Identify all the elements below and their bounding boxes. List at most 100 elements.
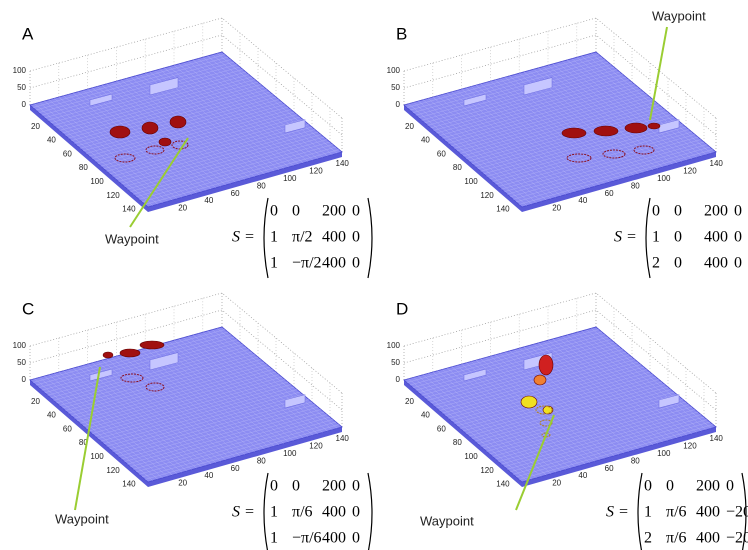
- y-tick-label: 100: [464, 452, 478, 461]
- x-tick-label: 40: [204, 471, 213, 480]
- surface-mesh: [124, 406, 319, 462]
- surface-mesh: [486, 396, 681, 452]
- surface-mesh: [144, 149, 340, 205]
- y-tick-label: 60: [63, 424, 72, 433]
- x-tick-label: 120: [683, 167, 697, 176]
- z-tick-label: 0: [22, 100, 27, 109]
- surface-mesh: [547, 340, 668, 441]
- surface-mesh: [115, 399, 310, 455]
- surface-mesh: [486, 121, 681, 177]
- surface-mesh: [109, 394, 304, 450]
- x-tick-label: 60: [231, 464, 240, 473]
- x-tick-label: 60: [231, 189, 240, 198]
- x-tick-label: 120: [309, 442, 323, 451]
- x-tick-label: 20: [552, 479, 561, 488]
- x-tick-label: 80: [631, 456, 640, 465]
- matrix-entry: 0: [352, 478, 360, 495]
- vehicle-blob: [593, 125, 619, 137]
- waypoint-label: Waypoint: [55, 511, 109, 526]
- matrix-entry: 1: [270, 530, 278, 547]
- matrix-entry: 0: [292, 478, 300, 495]
- surface-mesh: [103, 114, 298, 169]
- surface-mesh: [159, 69, 280, 171]
- surface-mesh: [483, 394, 678, 450]
- vehicle-blob: [561, 127, 587, 139]
- matrix-entry: 1: [644, 504, 652, 521]
- surface-mesh: [471, 384, 666, 439]
- y-tick-label: 60: [437, 149, 446, 158]
- matrix-symbol: S =: [232, 229, 255, 246]
- surface-mesh: [581, 55, 702, 157]
- matrix-entry: 200: [696, 478, 720, 495]
- surface-mesh: [468, 381, 663, 437]
- surface-mesh: [130, 136, 325, 192]
- surface-mesh: [173, 340, 294, 441]
- surface-mesh: [193, 334, 314, 436]
- x-tick-label: 40: [578, 196, 587, 205]
- vehicle-blob: [520, 395, 538, 409]
- x-tick-label: 140: [710, 434, 724, 443]
- vehicle-ring: [145, 145, 165, 155]
- surface-mesh: [504, 136, 699, 192]
- x-tick-label: 60: [605, 464, 614, 473]
- surface-mesh: [492, 401, 687, 457]
- vehicle-ring: [120, 373, 144, 383]
- obstacle: [149, 352, 179, 371]
- y-tick-label: 40: [47, 411, 56, 420]
- surface-mesh: [507, 139, 702, 195]
- surface-mesh: [581, 330, 702, 432]
- z-tick-label: 0: [396, 100, 401, 109]
- y-tick-label: 40: [47, 136, 56, 145]
- surface-mesh: [136, 141, 331, 197]
- vehicle-blob: [119, 348, 141, 358]
- matrix-symbol: S =: [614, 229, 637, 246]
- surface-mesh: [495, 129, 690, 185]
- surface-mesh: [533, 344, 654, 446]
- surface-mesh: [106, 116, 301, 172]
- y-tick-label: 140: [496, 205, 510, 214]
- surface-mesh: [516, 421, 711, 478]
- surface-mesh: [207, 55, 328, 157]
- surface-mesh: [97, 384, 292, 439]
- x-tick-label: 20: [178, 479, 187, 488]
- surface-mesh: [489, 399, 684, 455]
- surface-mesh: [164, 342, 284, 444]
- matrix-entry: 0: [674, 229, 682, 246]
- vehicle-blob: [141, 121, 159, 135]
- matrix-entry: 0: [352, 229, 360, 246]
- surface-mesh: [518, 149, 714, 205]
- surface-mesh: [197, 333, 318, 435]
- matrix-entry: 1: [270, 229, 278, 246]
- surface-mesh: [139, 419, 334, 475]
- matrix-entry: π/6: [666, 504, 687, 521]
- surface-mesh: [465, 379, 660, 434]
- vehicle-blob: [538, 354, 554, 376]
- surface-mesh: [462, 101, 657, 157]
- surface-mesh: [217, 53, 338, 154]
- matrix-entry: 0: [352, 255, 360, 272]
- obstacle: [463, 368, 487, 382]
- vehicle-blob: [102, 351, 114, 359]
- matrix-symbol: S =: [232, 504, 255, 521]
- x-tick-label: 100: [283, 174, 297, 183]
- obstacle: [523, 77, 553, 96]
- matrix-entry: 400: [322, 530, 346, 547]
- surface-mesh: [489, 124, 684, 180]
- panel-label: C: [22, 299, 34, 318]
- waypoint-arrow: [129, 137, 189, 228]
- x-tick-label: 40: [578, 471, 587, 480]
- y-tick-label: 120: [480, 191, 494, 200]
- surface-mesh: [513, 419, 708, 475]
- surface-mesh: [88, 376, 283, 432]
- y-tick-label: 20: [405, 122, 414, 131]
- surface-mesh: [100, 386, 295, 442]
- back-wall-grid: [403, 34, 717, 136]
- y-tick-label: 80: [453, 163, 462, 172]
- surface-mesh: [197, 58, 318, 160]
- matrix-entry: 1: [270, 504, 278, 521]
- surface-mesh: [510, 141, 705, 197]
- vehicle-ring: [145, 382, 165, 392]
- y-tick-label: 20: [31, 397, 40, 406]
